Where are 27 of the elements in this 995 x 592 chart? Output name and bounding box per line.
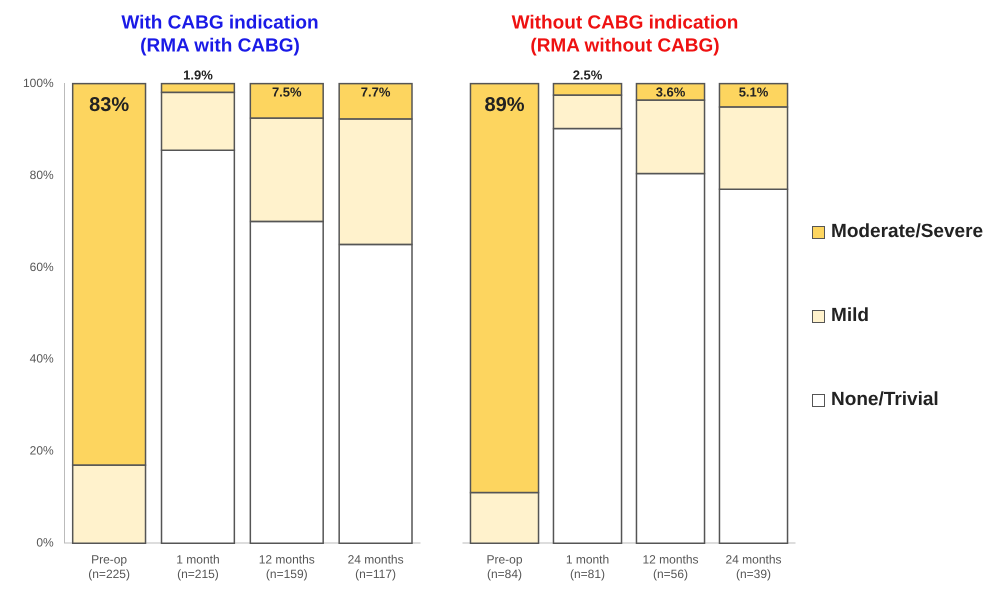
y-tick-label: 80%	[30, 168, 54, 182]
x-tick-label: Pre-op (n=225)	[88, 552, 130, 582]
chart-title: With CABG indication (RMA with CABG)	[121, 12, 319, 56]
data-label: 7.5%	[272, 84, 302, 100]
x-tick-label: 12 months (n=56)	[642, 552, 699, 582]
legend-label: Moderate/Severe	[831, 221, 984, 243]
data-label: 2.5%	[572, 68, 603, 83]
chart-title: Without CABG indication (RMA without CABG)	[512, 12, 738, 56]
data-label: 7.7%	[360, 84, 391, 100]
legend-label: Mild	[831, 305, 869, 327]
y-tick-label: 20%	[30, 444, 54, 458]
x-tick-label: 1 month (n=215)	[176, 552, 220, 582]
data-label: 83%	[89, 94, 130, 116]
data-label: 89%	[484, 94, 525, 116]
y-tick-label: 40%	[30, 352, 54, 366]
data-label: 5.1%	[738, 84, 769, 100]
data-label: 1.9%	[183, 68, 214, 83]
x-tick-label: 1 month (n=81)	[566, 552, 610, 582]
y-tick-label: 60%	[30, 260, 54, 274]
y-tick-label: 0%	[36, 536, 54, 550]
data-label: 3.6%	[656, 84, 686, 100]
text: None/Trivial	[831, 389, 939, 411]
x-tick-label: Pre-op (n=84)	[486, 552, 523, 582]
x-tick-label: 24 months (n=39)	[725, 552, 782, 582]
x-tick-label: 12 months (n=159)	[258, 552, 315, 582]
y-tick-label: 100%	[22, 76, 54, 90]
x-tick-label: 24 months (n=117)	[348, 552, 404, 582]
